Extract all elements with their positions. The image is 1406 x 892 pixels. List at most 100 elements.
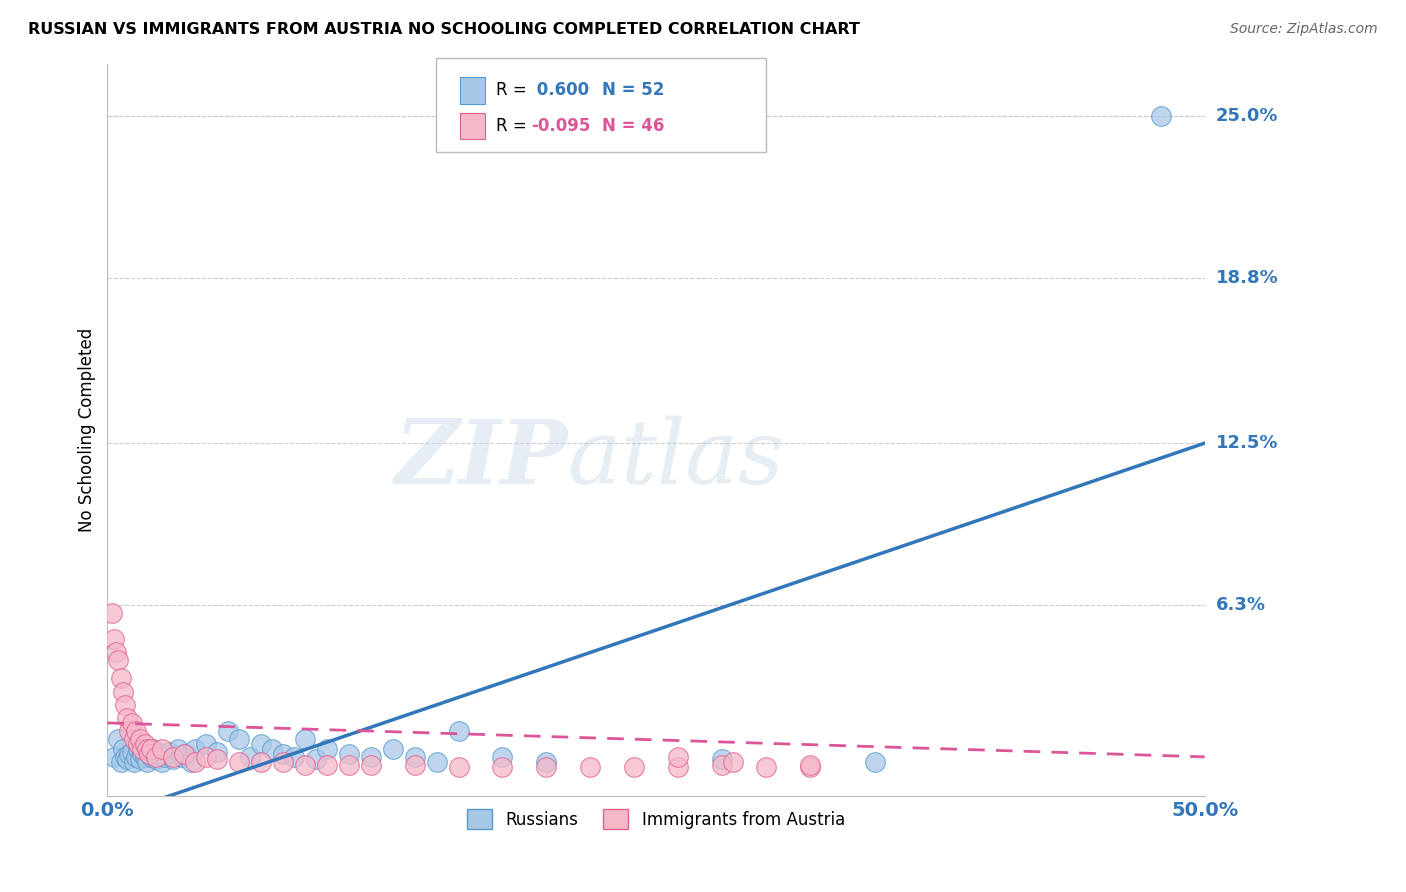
Point <box>118 723 141 738</box>
Point <box>195 750 218 764</box>
Text: 0.600: 0.600 <box>531 81 589 99</box>
Point <box>294 757 316 772</box>
Point <box>107 653 129 667</box>
Point <box>491 760 513 774</box>
Point <box>129 752 152 766</box>
Point <box>111 684 134 698</box>
Text: N = 52: N = 52 <box>602 81 664 99</box>
Point <box>305 752 328 766</box>
Point <box>337 747 360 762</box>
Y-axis label: No Schooling Completed: No Schooling Completed <box>79 328 96 533</box>
Point <box>121 745 143 759</box>
Point <box>141 750 163 764</box>
Point <box>381 742 404 756</box>
Point <box>103 750 125 764</box>
Point <box>865 755 887 769</box>
Point <box>115 711 138 725</box>
Point <box>135 755 157 769</box>
Point <box>721 755 744 769</box>
Point <box>315 757 337 772</box>
Point <box>404 750 426 764</box>
Text: R =: R = <box>496 81 533 99</box>
Point <box>134 737 156 751</box>
Point <box>125 723 148 738</box>
Text: 18.8%: 18.8% <box>1216 269 1278 287</box>
Point <box>283 750 305 764</box>
Point <box>623 760 645 774</box>
Point <box>150 755 173 769</box>
Point <box>260 742 283 756</box>
Point <box>536 760 558 774</box>
Point <box>360 750 382 764</box>
Point <box>114 698 136 712</box>
Point <box>115 752 138 766</box>
Point <box>107 731 129 746</box>
Point <box>536 755 558 769</box>
Point <box>150 742 173 756</box>
Point <box>131 747 153 762</box>
Text: 6.3%: 6.3% <box>1216 596 1265 615</box>
Point <box>111 742 134 756</box>
Point <box>162 752 184 766</box>
Point <box>138 745 160 759</box>
Point <box>447 723 470 738</box>
Text: RUSSIAN VS IMMIGRANTS FROM AUSTRIA NO SCHOOLING COMPLETED CORRELATION CHART: RUSSIAN VS IMMIGRANTS FROM AUSTRIA NO SC… <box>28 22 860 37</box>
Point <box>141 742 163 756</box>
Point <box>404 757 426 772</box>
Point <box>228 731 250 746</box>
Point <box>127 742 149 756</box>
Point <box>125 750 148 764</box>
Point <box>228 755 250 769</box>
Point <box>799 757 821 772</box>
Point <box>491 750 513 764</box>
Legend: Russians, Immigrants from Austria: Russians, Immigrants from Austria <box>460 803 852 835</box>
Point <box>145 752 167 766</box>
Point <box>579 760 602 774</box>
Point <box>205 745 228 759</box>
Point <box>239 750 262 764</box>
Point <box>195 737 218 751</box>
Text: 12.5%: 12.5% <box>1216 434 1278 452</box>
Point <box>145 750 167 764</box>
Point <box>135 742 157 756</box>
Point <box>153 750 176 764</box>
Point <box>157 745 180 759</box>
Point <box>127 737 149 751</box>
Point <box>176 747 198 762</box>
Point <box>114 750 136 764</box>
Point <box>162 750 184 764</box>
Point <box>170 750 193 764</box>
Point <box>100 606 122 620</box>
Point <box>118 747 141 762</box>
Text: -0.095: -0.095 <box>531 117 591 135</box>
Point <box>149 747 172 762</box>
Point <box>131 742 153 756</box>
Point <box>250 737 273 751</box>
Point <box>1150 109 1173 123</box>
Point <box>294 731 316 746</box>
Point <box>110 672 132 686</box>
Point <box>447 760 470 774</box>
Text: atlas: atlas <box>568 416 785 503</box>
Text: N = 46: N = 46 <box>602 117 664 135</box>
Point <box>103 632 125 647</box>
Text: 25.0%: 25.0% <box>1216 107 1278 126</box>
Point <box>271 755 294 769</box>
Point <box>184 755 207 769</box>
Point <box>250 755 273 769</box>
Point <box>205 752 228 766</box>
Text: ZIP: ZIP <box>395 416 568 502</box>
Point <box>180 755 202 769</box>
Point <box>121 715 143 730</box>
Point <box>122 755 145 769</box>
Point <box>710 752 733 766</box>
Point <box>315 742 337 756</box>
Point <box>184 742 207 756</box>
Point <box>134 750 156 764</box>
Point <box>173 747 195 762</box>
Point <box>138 747 160 762</box>
Point <box>110 755 132 769</box>
Point <box>666 750 689 764</box>
Point <box>755 760 778 774</box>
Point <box>122 731 145 746</box>
